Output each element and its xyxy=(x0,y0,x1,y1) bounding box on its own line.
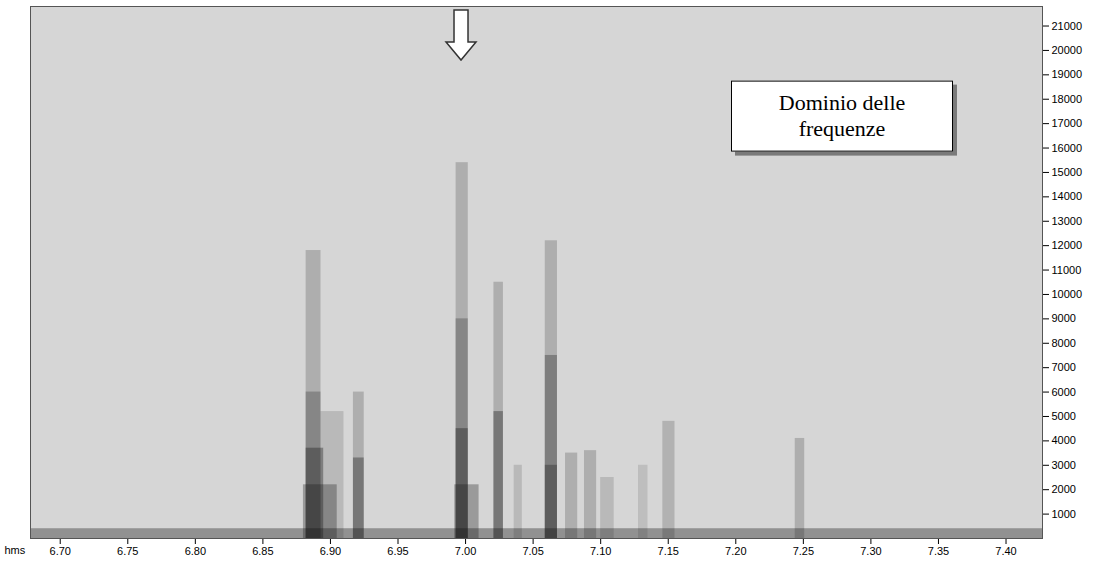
svg-text:21000: 21000 xyxy=(1052,20,1083,32)
svg-text:11000: 11000 xyxy=(1052,264,1082,276)
svg-text:7.10: 7.10 xyxy=(590,545,611,557)
svg-text:15000: 15000 xyxy=(1052,166,1083,178)
svg-text:18000: 18000 xyxy=(1052,93,1083,105)
svg-text:14000: 14000 xyxy=(1052,190,1083,202)
svg-text:7000: 7000 xyxy=(1052,361,1076,373)
svg-text:3000: 3000 xyxy=(1052,459,1076,471)
svg-text:6.80: 6.80 xyxy=(185,545,206,557)
svg-text:6.90: 6.90 xyxy=(320,545,341,557)
svg-text:2000: 2000 xyxy=(1052,483,1076,495)
svg-text:6.75: 6.75 xyxy=(117,545,138,557)
svg-text:6.95: 6.95 xyxy=(387,545,408,557)
svg-text:17000: 17000 xyxy=(1052,117,1083,129)
svg-text:7.40: 7.40 xyxy=(995,545,1016,557)
svg-text:1000: 1000 xyxy=(1052,508,1076,520)
svg-text:13000: 13000 xyxy=(1052,215,1083,227)
svg-text:19000: 19000 xyxy=(1052,68,1083,80)
svg-text:7.30: 7.30 xyxy=(860,545,881,557)
svg-text:5000: 5000 xyxy=(1052,410,1076,422)
svg-text:7.05: 7.05 xyxy=(522,545,543,557)
svg-text:7.15: 7.15 xyxy=(658,545,679,557)
html-text:Dominio delle frequenze: Dominio delle frequenze xyxy=(778,89,906,141)
svg-text:7.00: 7.00 xyxy=(455,545,476,557)
svg-text:16000: 16000 xyxy=(1052,142,1083,154)
svg-text:7.25: 7.25 xyxy=(793,545,814,557)
svg-text:7.35: 7.35 xyxy=(928,545,949,557)
svg-text:7.20: 7.20 xyxy=(725,545,746,557)
svg-text:4000: 4000 xyxy=(1052,434,1076,446)
svg-text:9000: 9000 xyxy=(1052,312,1076,324)
svg-text:hms: hms xyxy=(5,544,26,556)
svg-text:6.70: 6.70 xyxy=(50,545,71,557)
svg-text:12000: 12000 xyxy=(1052,239,1083,251)
svg-text:20000: 20000 xyxy=(1052,44,1083,56)
svg-text:8000: 8000 xyxy=(1052,337,1076,349)
svg-text:6.85: 6.85 xyxy=(252,545,273,557)
svg-text:10000: 10000 xyxy=(1052,288,1083,300)
svg-text:6000: 6000 xyxy=(1052,386,1076,398)
